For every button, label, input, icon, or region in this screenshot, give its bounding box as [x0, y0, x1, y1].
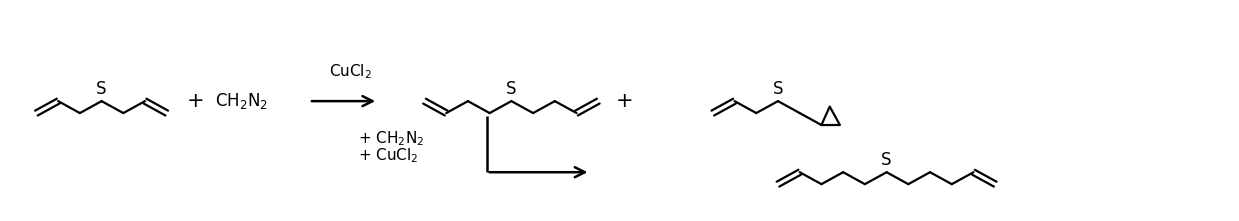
Text: + CuCl$_2$: + CuCl$_2$: [358, 146, 419, 165]
Text: S: S: [97, 80, 107, 98]
Text: + CH$_2$N$_2$: + CH$_2$N$_2$: [358, 129, 425, 148]
Text: +: +: [187, 91, 204, 111]
Text: S: S: [881, 151, 892, 169]
Text: +: +: [616, 91, 633, 111]
Text: S: S: [773, 80, 783, 98]
Text: CH$_2$N$_2$: CH$_2$N$_2$: [216, 91, 268, 111]
Text: CuCl$_2$: CuCl$_2$: [328, 62, 372, 81]
Text: S: S: [506, 80, 517, 98]
